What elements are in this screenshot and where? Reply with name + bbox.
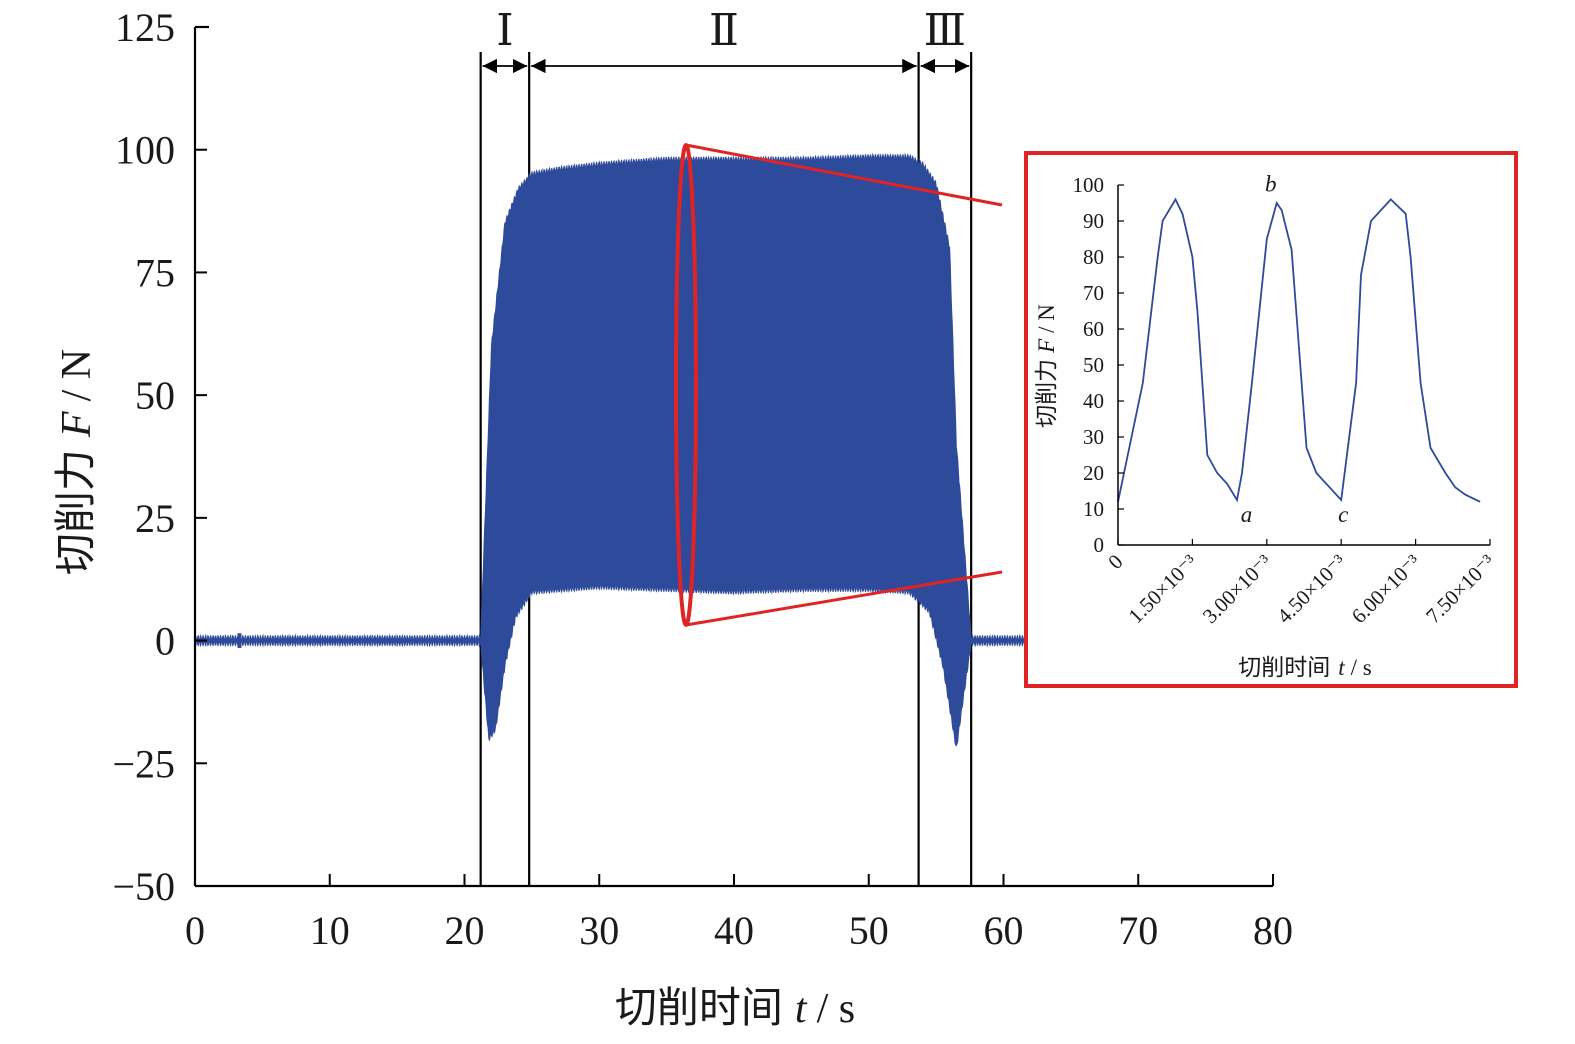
x-tick-label: 60 (984, 908, 1024, 953)
y-tick-label: 50 (135, 373, 175, 418)
inset-point-label: b (1265, 171, 1277, 196)
main-axes (193, 25, 1274, 888)
inset-point-label: a (1241, 502, 1253, 527)
y-tick-label: 75 (135, 250, 175, 295)
y-axis-label: 切削力F/ N (54, 349, 100, 575)
stage-label: Ⅲ (924, 6, 966, 55)
inset-y-tick-label: 0 (1094, 533, 1105, 557)
stage-label: Ⅰ (496, 6, 513, 55)
inset-axes (1117, 184, 1491, 546)
inset-frame (1024, 151, 1518, 688)
y-tick-label: −25 (112, 741, 175, 786)
inset-y-tick-label: 90 (1083, 209, 1104, 233)
inset-y-axis-label: 切削力F/ N (1034, 304, 1059, 428)
x-tick-label: 10 (310, 908, 350, 953)
y-tick-label: 25 (135, 496, 175, 541)
y-tick-label: 100 (115, 128, 175, 173)
zoom-connector-top (685, 143, 1003, 207)
x-axis-label: 切削时间 t / s (615, 986, 855, 1032)
y-tick-label: 125 (115, 5, 175, 50)
inset-point-labels: b a c (1241, 171, 1349, 527)
stage-label: Ⅱ (709, 6, 739, 55)
inset-y-tick-label: 30 (1083, 425, 1104, 449)
inset-y-tick-label: 10 (1083, 497, 1104, 521)
inset-y-tick-label: 60 (1083, 317, 1104, 341)
x-tick-label: 70 (1118, 908, 1158, 953)
inset-y-tick-label: 20 (1083, 461, 1104, 485)
y-tick-label: 0 (155, 619, 175, 664)
inset-y-tick-label: 50 (1083, 353, 1104, 377)
inset-chart: 010203040506070809010001.50×10⁻³3.00×10⁻… (1024, 151, 1518, 688)
inset-force-series (1117, 197, 1481, 503)
zoom-callout (674, 143, 1003, 627)
inset-x-axis-label: 切削时间 t / s (1238, 655, 1372, 680)
x-tick-label: 20 (445, 908, 485, 953)
inset-point-label: c (1338, 502, 1348, 527)
x-tick-label: 80 (1253, 908, 1293, 953)
zoom-connector-bottom (685, 570, 1003, 627)
x-tick-label: 30 (579, 908, 619, 953)
inset-y-tick-label: 70 (1083, 281, 1104, 305)
x-tick-label: 50 (849, 908, 889, 953)
x-tick-label: 40 (714, 908, 754, 953)
y-tick-label: −50 (112, 864, 175, 909)
inset-y-tick-label: 40 (1083, 389, 1104, 413)
inset-y-tick-label: 80 (1083, 245, 1104, 269)
inset-y-tick-label: 100 (1073, 173, 1105, 197)
x-tick-label: 0 (185, 908, 205, 953)
